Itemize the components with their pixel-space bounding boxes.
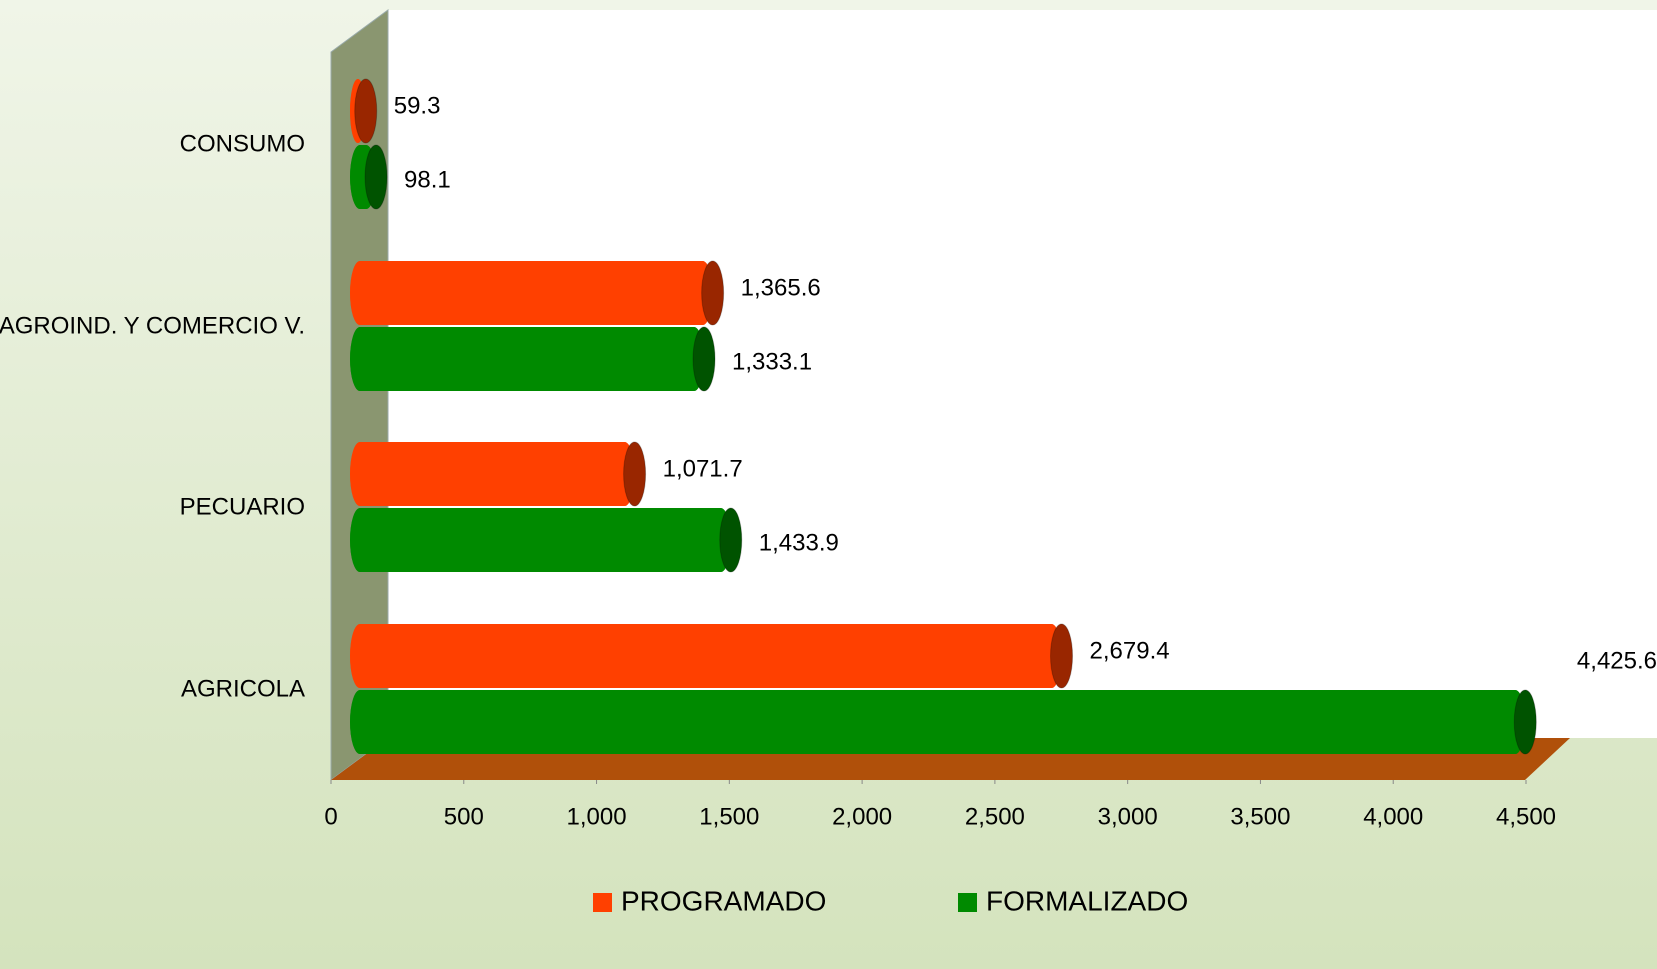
data-label: 59.3 <box>394 92 441 119</box>
bar-cap <box>364 144 388 210</box>
bar <box>350 326 716 392</box>
bar <box>350 144 388 210</box>
data-label: 98.1 <box>404 166 451 193</box>
bar-cap <box>692 326 716 392</box>
y-tick-label: AGROIND. Y COMERCIO V. <box>0 312 305 339</box>
legend-label: PROGRAMADO <box>621 885 826 916</box>
x-tick-label: 2,500 <box>965 803 1025 830</box>
bar <box>350 78 378 144</box>
data-label: 1,433.9 <box>759 529 839 556</box>
bar <box>350 689 1537 755</box>
x-tick-label: 4,000 <box>1363 803 1423 830</box>
bar-cap <box>354 78 378 144</box>
bar <box>350 441 647 507</box>
x-tick-label: 2,000 <box>832 803 892 830</box>
bar-cap <box>1050 623 1074 689</box>
bar-shade <box>350 690 1526 754</box>
x-tick-label: 3,500 <box>1230 803 1290 830</box>
x-tick-label: 1,000 <box>567 803 627 830</box>
bar-shade <box>350 442 635 506</box>
legend-swatch <box>593 893 612 912</box>
x-tick-label: 4,500 <box>1496 803 1556 830</box>
x-tick-label: 500 <box>444 803 484 830</box>
data-label: 4,425.6 <box>1577 647 1657 674</box>
legend-label: FORMALIZADO <box>986 885 1188 916</box>
bar-shade <box>350 508 731 572</box>
data-label: 1,333.1 <box>732 348 812 375</box>
y-tick-label: CONSUMO <box>180 130 305 157</box>
bar <box>350 260 725 326</box>
x-tick-label: 3,000 <box>1098 803 1158 830</box>
data-label: 1,071.7 <box>663 455 743 482</box>
x-tick-label: 0 <box>324 803 337 830</box>
y-tick-label: AGRICOLA <box>181 675 305 702</box>
bar-cap <box>719 507 743 573</box>
x-tick-label: 1,500 <box>699 803 759 830</box>
legend-swatch <box>958 893 977 912</box>
bar <box>350 507 743 573</box>
bar-shade <box>350 624 1062 688</box>
bar-cap <box>701 260 725 326</box>
bar-shade <box>350 261 713 325</box>
bar-cap <box>623 441 647 507</box>
bar <box>350 623 1074 689</box>
y-tick-label: PECUARIO <box>180 493 305 520</box>
bar-cap <box>1513 689 1537 755</box>
bar-shade <box>350 327 705 391</box>
data-label: 2,679.4 <box>1090 637 1170 664</box>
data-label: 1,365.6 <box>741 274 821 301</box>
